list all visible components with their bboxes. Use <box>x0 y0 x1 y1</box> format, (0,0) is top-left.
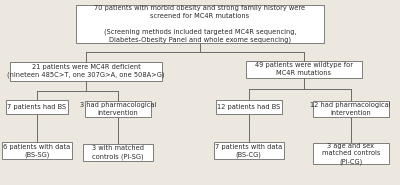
FancyBboxPatch shape <box>85 101 151 117</box>
Text: 3 with matched
controls (PI-SG): 3 with matched controls (PI-SG) <box>92 145 144 160</box>
Text: 3 age and sex
matched controls
(PI-CG): 3 age and sex matched controls (PI-CG) <box>322 143 380 164</box>
Text: 7 patients with data
(BS-CG): 7 patients with data (BS-CG) <box>215 144 282 158</box>
Text: 49 patients were wildtype for
MC4R mutations: 49 patients were wildtype for MC4R mutat… <box>255 63 353 76</box>
FancyBboxPatch shape <box>216 100 282 114</box>
Text: 12 patients had BS: 12 patients had BS <box>217 104 280 110</box>
FancyBboxPatch shape <box>10 61 162 81</box>
Text: 3 had pharmacological
intervention: 3 had pharmacological intervention <box>80 102 156 116</box>
FancyBboxPatch shape <box>313 101 389 117</box>
Text: 21 patients were MC4R deficient
(nineteen 485C>T, one 307G>A, one 508A>G): 21 patients were MC4R deficient (ninetee… <box>7 64 165 78</box>
FancyBboxPatch shape <box>76 5 324 43</box>
FancyBboxPatch shape <box>246 61 362 78</box>
Text: 70 patients with morbid obesity and strong family history were
screened for MC4R: 70 patients with morbid obesity and stro… <box>94 5 306 43</box>
FancyBboxPatch shape <box>214 142 284 159</box>
Text: 6 patients with data
(BS-SG): 6 patients with data (BS-SG) <box>3 144 70 158</box>
Text: 7 patients had BS: 7 patients had BS <box>7 104 66 110</box>
Text: 12 had pharmacological
intervention: 12 had pharmacological intervention <box>310 102 391 116</box>
FancyBboxPatch shape <box>6 100 68 114</box>
FancyBboxPatch shape <box>2 142 72 159</box>
FancyBboxPatch shape <box>313 143 389 164</box>
FancyBboxPatch shape <box>83 144 153 161</box>
